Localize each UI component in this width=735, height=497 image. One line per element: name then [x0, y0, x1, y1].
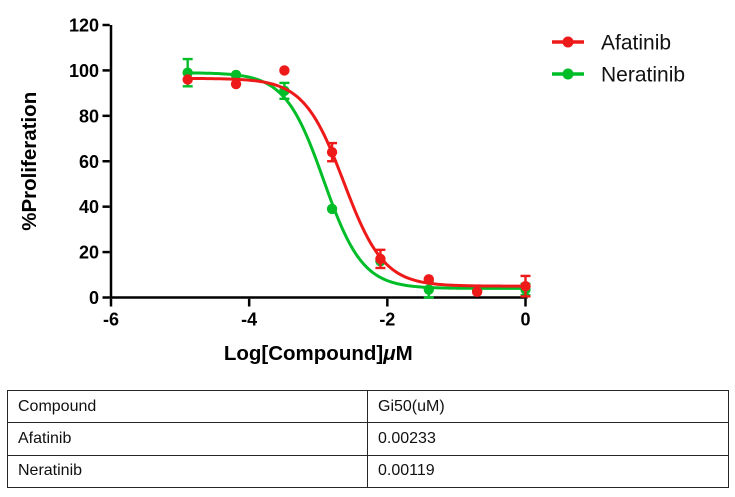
afatinib-series — [182, 65, 531, 298]
afatinib-data-point — [279, 65, 290, 76]
table-cell-gi50: 0.00119 — [367, 454, 729, 489]
plot-area: 0 20 40 60 80 100 120 -6 -4 -2 0 %Proliferation Log[… — [18, 16, 531, 365]
y-tick-label: 120 — [69, 16, 99, 36]
dose-response-chart: 0 20 40 60 80 100 120 -6 -4 -2 0 %Proliferation Log[… — [18, 16, 685, 366]
y-tick-label: 80 — [79, 106, 99, 126]
legend-marker-neratinib — [562, 68, 574, 80]
x-tick-label: 0 — [520, 310, 530, 330]
afatinib-data-point — [520, 280, 531, 292]
neratinib-data-point — [230, 69, 242, 81]
legend-marker-afatinib — [562, 36, 574, 48]
afatinib-curve — [186, 76, 527, 288]
table-header-row: Compound Gi50(uM) — [7, 389, 729, 424]
afatinib-data-point — [326, 146, 338, 158]
neratinib-data-point — [326, 203, 338, 215]
chart-canvas: 0 20 40 60 80 100 120 -6 -4 -2 0 %Proliferation Log[… — [18, 16, 685, 366]
y-axis-label: %Proliferation — [18, 92, 41, 231]
afatinib-data-point — [182, 74, 193, 85]
neratinib-data-point — [423, 284, 434, 295]
table-cell-compound: Neratinib — [7, 454, 368, 489]
neratinib-curve — [186, 71, 527, 290]
afatinib-data-point — [375, 253, 386, 265]
table-header-gi50: Gi50(uM) — [367, 389, 729, 424]
afatinib-data-point — [471, 286, 483, 298]
table-header-compound: Compound — [7, 389, 368, 424]
table-row: Neratinib 0.00119 — [7, 454, 729, 489]
y-tick-label: 0 — [89, 288, 99, 308]
legend-label-neratinib: Neratinib — [601, 64, 685, 87]
afatinib-data-point — [230, 78, 242, 90]
afatinib-data-point — [423, 274, 434, 285]
x-tick-label: -6 — [103, 310, 119, 330]
table-cell-compound: Afatinib — [7, 422, 368, 456]
gi50-table: Compound Gi50(uM) Afatinib 0.00233 Nerat… — [7, 389, 729, 489]
y-tick-label: 40 — [79, 197, 99, 217]
x-tick-label: -4 — [241, 310, 257, 330]
x-tick-label: -2 — [379, 310, 395, 330]
table-row: Afatinib 0.00233 — [7, 422, 729, 456]
y-tick-label: 100 — [69, 61, 99, 81]
legend: Afatinib Neratinib — [552, 32, 685, 87]
legend-label-afatinib: Afatinib — [601, 32, 671, 55]
y-tick-label: 20 — [79, 243, 99, 263]
neratinib-series — [182, 57, 531, 299]
x-axis-label: Log[Compound]μM — [224, 342, 413, 365]
y-tick-label: 60 — [79, 152, 99, 172]
table-cell-gi50: 0.00233 — [367, 422, 729, 456]
